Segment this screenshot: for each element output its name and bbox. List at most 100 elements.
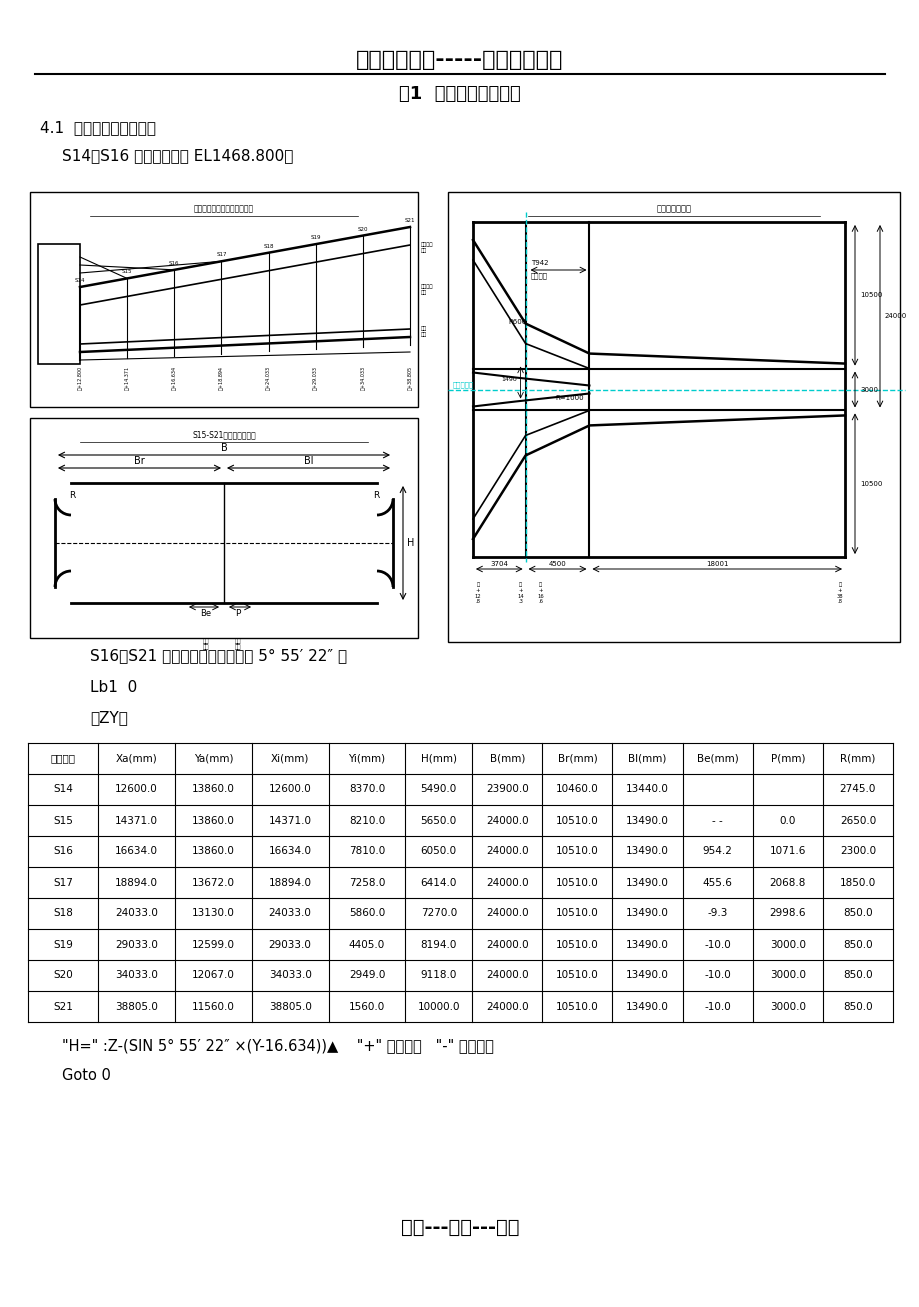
Text: S21: S21 bbox=[53, 1001, 73, 1012]
Text: 7258.0: 7258.0 bbox=[348, 877, 385, 887]
Text: 5860.0: 5860.0 bbox=[348, 908, 385, 919]
Text: 850.0: 850.0 bbox=[842, 940, 872, 949]
Text: 1560.0: 1560.0 bbox=[348, 1001, 385, 1012]
Text: 3000.0: 3000.0 bbox=[769, 940, 805, 949]
Bar bbox=[448, 192, 899, 642]
Text: 0.0: 0.0 bbox=[778, 816, 795, 826]
Text: Ya(mm): Ya(mm) bbox=[193, 754, 233, 763]
Text: P(mm): P(mm) bbox=[770, 754, 804, 763]
Text: Bl: Bl bbox=[303, 456, 312, 467]
Text: 850.0: 850.0 bbox=[842, 1001, 872, 1012]
Text: 954.2: 954.2 bbox=[702, 847, 732, 856]
Text: 厂
+
16
.6: 厂 + 16 .6 bbox=[537, 582, 543, 604]
Text: 10510.0: 10510.0 bbox=[555, 847, 598, 856]
Text: 13490.0: 13490.0 bbox=[626, 971, 668, 980]
Text: 13490.0: 13490.0 bbox=[626, 816, 668, 826]
Text: 12600.0: 12600.0 bbox=[268, 784, 312, 795]
Text: Lb1  0: Lb1 0 bbox=[90, 680, 137, 695]
Text: 13490.0: 13490.0 bbox=[626, 877, 668, 887]
Text: S17: S17 bbox=[53, 877, 73, 887]
Text: 12067.0: 12067.0 bbox=[192, 971, 234, 980]
Text: 截面编号: 截面编号 bbox=[51, 754, 75, 763]
Text: 1071.6: 1071.6 bbox=[769, 847, 805, 856]
Text: 2068.8: 2068.8 bbox=[769, 877, 805, 887]
Text: 10460.0: 10460.0 bbox=[555, 784, 598, 795]
Text: 6414.0: 6414.0 bbox=[420, 877, 457, 887]
Text: 24000: 24000 bbox=[884, 314, 906, 319]
Text: 表1  尾水管截面参数表: 表1 尾水管截面参数表 bbox=[399, 85, 520, 103]
Text: 13490.0: 13490.0 bbox=[626, 940, 668, 949]
Text: 13130.0: 13130.0 bbox=[192, 908, 234, 919]
Text: 14371.0: 14371.0 bbox=[268, 816, 312, 826]
Text: 10510.0: 10510.0 bbox=[555, 940, 598, 949]
Text: S14: S14 bbox=[74, 278, 85, 284]
Text: -10.0: -10.0 bbox=[704, 940, 731, 949]
Text: -10.0: -10.0 bbox=[704, 971, 731, 980]
Text: 5490.0: 5490.0 bbox=[420, 784, 457, 795]
Text: 10510.0: 10510.0 bbox=[555, 877, 598, 887]
Text: R: R bbox=[372, 491, 379, 501]
Text: 底板
高程: 底板 高程 bbox=[421, 325, 426, 337]
Text: 厂房底板
高程: 厂房底板 高程 bbox=[421, 284, 433, 295]
Text: R600: R600 bbox=[507, 319, 526, 324]
Text: 5650.0: 5650.0 bbox=[420, 816, 457, 826]
Text: 2300.0: 2300.0 bbox=[839, 847, 875, 856]
Text: H(mm): H(mm) bbox=[420, 754, 457, 763]
Text: 厂+12.800: 厂+12.800 bbox=[77, 366, 83, 389]
Text: 10510.0: 10510.0 bbox=[555, 816, 598, 826]
Text: "H=" :Z-(SIN 5° 55′ 22″ ×(Y-16.634))▲    "+" 表示向下   "-" 表示向上: "H=" :Z-(SIN 5° 55′ 22″ ×(Y-16.634))▲ "+… bbox=[62, 1038, 494, 1053]
Text: 16634.0: 16634.0 bbox=[115, 847, 158, 856]
Text: 6050.0: 6050.0 bbox=[420, 847, 457, 856]
Text: 12599.0: 12599.0 bbox=[192, 940, 234, 949]
Bar bbox=[30, 418, 417, 638]
Text: 23900.0: 23900.0 bbox=[485, 784, 528, 795]
Text: 弧段长度: 弧段长度 bbox=[530, 272, 547, 278]
Text: 14371.0: 14371.0 bbox=[115, 816, 158, 826]
Text: R=1000: R=1000 bbox=[555, 395, 584, 400]
Text: 34033.0: 34033.0 bbox=[268, 971, 312, 980]
Text: 厂
+
38
.8: 厂 + 38 .8 bbox=[835, 582, 843, 604]
Text: R: R bbox=[69, 491, 75, 501]
Text: 29033.0: 29033.0 bbox=[115, 940, 158, 949]
Text: 24000.0: 24000.0 bbox=[485, 816, 528, 826]
Text: 24000.0: 24000.0 bbox=[485, 877, 528, 887]
Text: B(mm): B(mm) bbox=[489, 754, 525, 763]
Text: 13440.0: 13440.0 bbox=[626, 784, 668, 795]
Text: S15-S21截面尺寸示意图: S15-S21截面尺寸示意图 bbox=[192, 430, 255, 439]
Text: Br: Br bbox=[134, 456, 144, 467]
Text: 38805.0: 38805.0 bbox=[268, 1001, 312, 1012]
Text: 24000.0: 24000.0 bbox=[485, 971, 528, 980]
Text: Be: Be bbox=[200, 609, 211, 618]
Text: Xa(mm): Xa(mm) bbox=[116, 754, 157, 763]
Text: 10000.0: 10000.0 bbox=[417, 1001, 460, 1012]
Text: S15: S15 bbox=[53, 816, 73, 826]
Text: 34033.0: 34033.0 bbox=[115, 971, 158, 980]
Text: S20: S20 bbox=[53, 971, 73, 980]
Text: 18001: 18001 bbox=[705, 561, 728, 567]
Text: 厂+29.033: 厂+29.033 bbox=[312, 366, 318, 389]
Text: Yi(mm): Yi(mm) bbox=[348, 754, 385, 763]
Text: 出水流道中心线纵剖面示意图: 出水流道中心线纵剖面示意图 bbox=[194, 204, 254, 213]
Text: T942: T942 bbox=[530, 260, 548, 267]
Text: 2650.0: 2650.0 bbox=[839, 816, 875, 826]
Text: 10500: 10500 bbox=[859, 293, 881, 298]
Text: 底板
中心: 底板 中心 bbox=[202, 638, 209, 650]
Text: S19: S19 bbox=[53, 940, 73, 949]
Text: 10510.0: 10510.0 bbox=[555, 908, 598, 919]
Text: 厂+18.894: 厂+18.894 bbox=[219, 366, 223, 389]
Text: - -: - - bbox=[711, 816, 722, 826]
Text: 底板
中心: 底板 中心 bbox=[234, 638, 241, 650]
Text: ｛ZY｝: ｛ZY｝ bbox=[90, 710, 128, 725]
Text: -10.0: -10.0 bbox=[704, 1001, 731, 1012]
Text: 尾水管单线平面: 尾水管单线平面 bbox=[656, 204, 691, 213]
Text: Be(mm): Be(mm) bbox=[696, 754, 738, 763]
Text: 厂+38.805: 厂+38.805 bbox=[407, 366, 412, 389]
Text: 2745.0: 2745.0 bbox=[839, 784, 875, 795]
Text: S14: S14 bbox=[53, 784, 73, 795]
Text: 厂+16.634: 厂+16.634 bbox=[172, 366, 176, 389]
Text: Bl(mm): Bl(mm) bbox=[628, 754, 666, 763]
Text: 455.6: 455.6 bbox=[702, 877, 732, 887]
Text: 13860.0: 13860.0 bbox=[192, 784, 234, 795]
Text: R(mm): R(mm) bbox=[839, 754, 875, 763]
Text: Xi(mm): Xi(mm) bbox=[271, 754, 309, 763]
